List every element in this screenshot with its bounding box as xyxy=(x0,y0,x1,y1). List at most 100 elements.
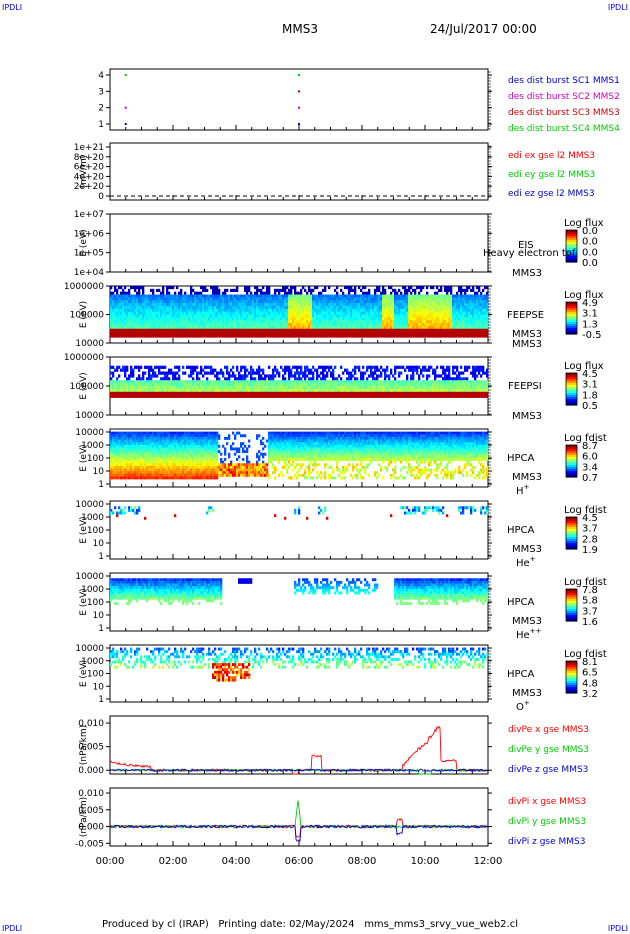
spectrogram-cell xyxy=(480,331,483,335)
spectrogram-cell xyxy=(308,391,311,395)
spectrogram-cell xyxy=(202,368,205,372)
spectrogram-cell xyxy=(166,291,169,295)
spectrogram-cell xyxy=(282,320,285,324)
spectrogram-cell xyxy=(476,328,479,332)
spectrogram-cell xyxy=(260,325,263,330)
spectrogram-cell xyxy=(140,328,143,332)
spectrogram-cell xyxy=(122,323,125,327)
spectrogram-cell xyxy=(116,386,119,390)
spectrogram-cell xyxy=(116,291,119,295)
spectrogram-cell xyxy=(288,380,291,384)
spectrogram-cell xyxy=(202,328,205,332)
spectrogram-cell xyxy=(454,380,457,384)
spectrogram-cell xyxy=(332,314,335,318)
spectrogram-cell xyxy=(426,311,429,315)
spectrogram-cell xyxy=(474,305,477,310)
spectrogram-cell xyxy=(120,386,123,390)
spectrogram-cell xyxy=(436,317,439,321)
spectrogram-cell xyxy=(484,314,487,318)
colorbar-cell xyxy=(566,242,577,245)
spectrogram-cell xyxy=(156,394,159,398)
spectrogram-cell xyxy=(446,377,449,381)
spectrogram-cell xyxy=(174,300,177,304)
spectrogram-cell xyxy=(358,308,361,312)
spectrogram-cell xyxy=(256,305,259,310)
spectrogram-cell xyxy=(232,388,235,393)
spectrogram-cell xyxy=(342,317,345,321)
spectrogram-cell xyxy=(202,374,205,378)
spectrogram-cell xyxy=(408,325,411,330)
spectrogram-cell xyxy=(236,377,239,381)
spectrogram-cell xyxy=(466,391,469,395)
spectrogram-cell xyxy=(298,325,301,330)
spectrogram-cell xyxy=(130,325,133,330)
spectrogram-cell xyxy=(402,388,405,393)
spectrogram-cell xyxy=(216,394,219,398)
legend-entry: des dist burst SC4 MMS4 xyxy=(508,124,620,134)
spectrogram-cell xyxy=(190,365,193,369)
spectrogram-cell xyxy=(212,297,215,301)
spectrogram-cell xyxy=(476,291,479,295)
spectrogram-cell xyxy=(442,328,445,332)
spectrogram-cell xyxy=(336,377,339,381)
spectrogram-cell xyxy=(438,394,441,398)
spectrogram-cell xyxy=(366,334,369,338)
spectrogram-cell xyxy=(238,308,241,312)
spectrogram-cell xyxy=(236,311,239,315)
spectrogram-cell xyxy=(422,286,425,290)
spectrogram-cell xyxy=(348,320,351,324)
spectrogram-cell xyxy=(342,294,345,298)
spectrogram-cell xyxy=(316,303,319,307)
spectrogram-cell xyxy=(114,308,117,312)
spectrogram-cell xyxy=(390,386,393,390)
spectrogram-cell xyxy=(412,297,415,301)
spectrogram-cell xyxy=(234,328,237,332)
spectrogram-cell xyxy=(206,380,209,384)
spectrogram-cell xyxy=(384,323,387,327)
spectrogram-cell xyxy=(114,383,117,387)
spectrogram-cell xyxy=(232,386,235,390)
spectrogram-cell xyxy=(280,288,283,292)
spectrogram-cell xyxy=(128,394,131,398)
spectrogram-cell xyxy=(472,311,475,315)
spectrogram-cell xyxy=(278,320,281,324)
spectrogram-cell xyxy=(198,303,201,307)
spectrogram-cell xyxy=(476,323,479,327)
spectrogram-cell xyxy=(456,317,459,321)
spectrogram-cell xyxy=(172,317,175,321)
spectrogram-cell xyxy=(330,317,333,321)
spectrogram-cell xyxy=(302,297,305,301)
spectrogram-cell xyxy=(276,288,279,292)
spectrogram-cell xyxy=(154,303,157,307)
spectrogram-cell xyxy=(146,305,149,310)
spectrogram-cell xyxy=(400,394,403,398)
spectrogram-cell xyxy=(238,317,241,321)
spectrogram-cell xyxy=(198,325,201,330)
spectrogram-cell xyxy=(418,291,421,295)
spectrogram-cell xyxy=(374,297,377,301)
spectrogram-cell xyxy=(170,388,173,393)
spectrogram-cell xyxy=(396,334,399,338)
spectrogram-cell xyxy=(364,320,367,324)
spectrogram-cell xyxy=(270,305,273,310)
spectrogram-cell xyxy=(314,311,317,315)
spectrogram-cell xyxy=(192,394,195,398)
spectrogram-cell xyxy=(166,294,169,298)
spectrogram-cell xyxy=(304,320,307,324)
spectrogram-cell xyxy=(212,380,215,384)
spectrogram-cell xyxy=(338,320,341,324)
spectrogram-cell xyxy=(414,305,417,310)
spectrogram-cell xyxy=(184,388,187,393)
spectrogram-cell xyxy=(358,317,361,321)
spectrogram-cell xyxy=(196,380,199,384)
spectrogram-cell xyxy=(248,391,251,395)
spectrogram-cell xyxy=(368,297,371,301)
spectrogram-cell xyxy=(298,394,301,398)
spectrogram-cell xyxy=(400,371,403,375)
spectrogram-cell xyxy=(382,386,385,390)
spectrogram-cell xyxy=(286,394,289,398)
spectrogram-cell xyxy=(410,294,413,298)
spectrogram-cell xyxy=(458,297,461,301)
spectrogram-cell xyxy=(120,311,123,315)
